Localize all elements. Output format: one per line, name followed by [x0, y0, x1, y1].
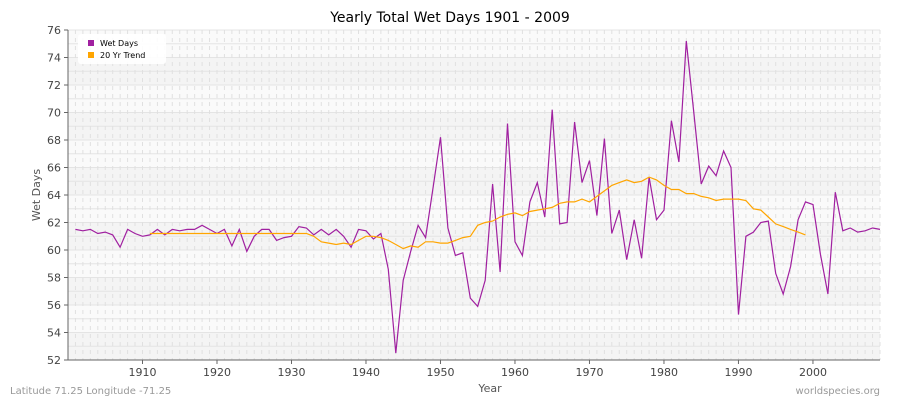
- x-tick-label: 1930: [277, 366, 305, 379]
- y-tick-label: 52: [47, 354, 61, 367]
- x-tick-label: 1950: [426, 366, 454, 379]
- y-axis: 52 54 56 58 60 62 64 66 68 70 72 74 76: [47, 24, 69, 367]
- y-tick-label: 54: [47, 327, 61, 340]
- source-label: worldspecies.org: [795, 386, 880, 397]
- x-tick-label: 1940: [352, 366, 380, 379]
- x-axis: 1910 1920 1930 1940 1950 1960 1970 1980 1990 2000: [68, 359, 880, 379]
- x-tick-label: 1960: [501, 366, 529, 379]
- y-axis-label: Wet Days: [30, 169, 43, 222]
- legend-box: [78, 34, 166, 64]
- y-tick-label: 64: [47, 189, 61, 202]
- y-tick-label: 58: [47, 272, 61, 285]
- chart-title: Yearly Total Wet Days 1901 - 2009: [329, 10, 570, 26]
- y-tick-label: 74: [47, 52, 61, 65]
- x-tick-label: 1970: [575, 366, 603, 379]
- series-wet-days: [75, 40, 881, 354]
- x-tick-label: 1910: [128, 366, 156, 379]
- grid: [68, 29, 881, 361]
- legend-swatch-trend: [88, 52, 94, 58]
- x-tick-label: 1980: [650, 366, 678, 379]
- series-lines: [75, 40, 881, 354]
- y-tick-label: 62: [47, 217, 61, 230]
- x-tick-label: 2000: [799, 366, 827, 379]
- y-tick-label: 60: [47, 244, 61, 257]
- legend-label-trend: 20 Yr Trend: [100, 51, 145, 60]
- y-tick-label: 76: [47, 24, 61, 37]
- x-axis-label: Year: [477, 382, 502, 395]
- y-tick-label: 70: [47, 107, 61, 120]
- legend-swatch-wet-days: [88, 40, 94, 46]
- x-tick-label: 1920: [203, 366, 231, 379]
- y-tick-label: 68: [47, 134, 61, 147]
- location-label: Latitude 71.25 Longitude -71.25: [10, 386, 172, 397]
- y-tick-label: 72: [47, 79, 61, 92]
- legend-label-wet-days: Wet Days: [100, 39, 138, 48]
- y-tick-label: 66: [47, 162, 61, 175]
- x-tick-label: 1990: [724, 366, 752, 379]
- y-tick-label: 56: [47, 299, 61, 312]
- series-20yr-trend: [149, 176, 806, 250]
- legend: Wet Days 20 Yr Trend: [78, 34, 166, 64]
